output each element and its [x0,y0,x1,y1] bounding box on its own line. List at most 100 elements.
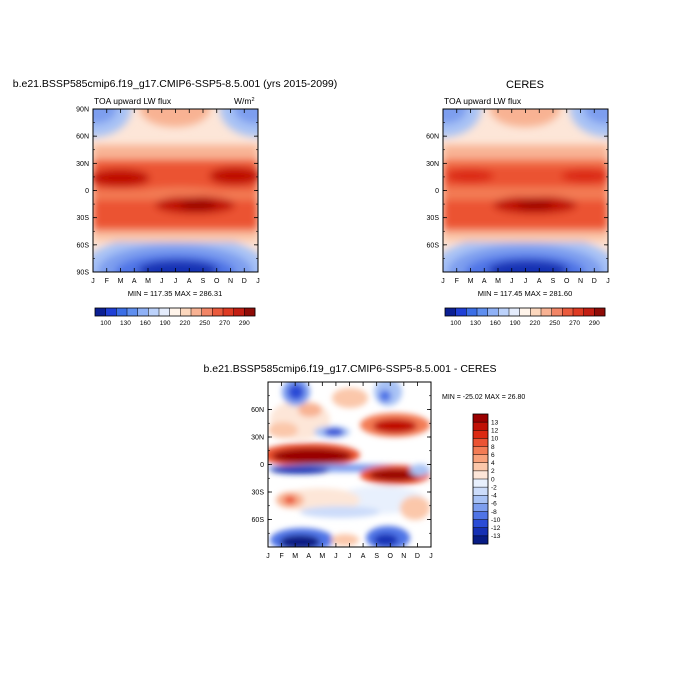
panel-diff-colorbar-box [473,438,488,447]
panel-model-colorbar-box [105,308,117,316]
panel-model-y-tick-label: 90S [77,270,90,277]
panel-model: b.e21.BSSP585cmip6.f19_g17.CMIP6-SSP5-8.… [13,78,338,327]
panel-ceres-colorbar-label: 190 [510,320,521,327]
panel-model-colorbar-box [233,308,245,316]
panel-model-x-tick-label: J [160,278,164,285]
panel-ceres-colorbar-box [519,308,531,316]
panel-diff-y-tick-label: 60S [252,517,265,524]
panel-ceres-colorbar-label: 100 [450,320,461,327]
panel-model-colorbar-label: 190 [160,320,171,327]
panel-model-colorbar-label: 290 [239,320,250,327]
panel-diff: b.e21.BSSP585cmip6.f19_g17.CMIP6-SSP5-8.… [204,363,526,560]
panel-diff-x-tick-label: J [334,553,338,560]
panel-ceres-title: CERES [506,79,544,91]
panel-ceres-x-tick-label: J [510,278,514,285]
panel-diff-colorbar-label: 10 [491,436,499,443]
panel-diff-y-tick-label: 0 [260,462,264,469]
panel-diff-colorbar-label: -13 [491,533,501,540]
panel-model-y-tick-label: 60N [76,134,89,141]
panel-ceres-colorbar-label: 220 [529,320,540,327]
panel-model-y-tick-label: 30S [77,215,90,222]
panel-diff-colorbar-label: -12 [491,525,501,532]
panel-diff-title: b.e21.BSSP585cmip6.f19_g17.CMIP6-SSP5-8.… [204,363,497,375]
panel-ceres-colorbar-box [594,308,606,316]
panel-ceres-y-tick-label: 30S [427,215,440,222]
panel-model-colorbar-box [201,308,213,316]
panel-ceres-y-tick-label: 60S [427,242,440,249]
panel-model-y-tick-label: 60S [77,242,90,249]
panel-diff-x-tick-label: N [401,553,406,560]
panel-diff-colorbar-box [473,535,488,545]
panel-diff-colorbar-box [473,503,488,512]
panel-model-variable: TOA upward LW flux [94,96,172,106]
panel-model-colorbar-label: 160 [140,320,151,327]
panel-ceres-y-tick-label: 0 [435,188,439,195]
panel-ceres-x-tick-label: D [592,278,597,285]
panel-model-x-tick-label: J [256,278,260,285]
panel-diff-colorbar-box [473,454,488,464]
panel-diff-colorbar-box [473,511,488,520]
panel-model-x-tick-label: A [132,278,137,285]
panel-model-colorbar: 100 130 160 190 220 250 270 290 [94,307,256,327]
panel-model-colorbar-box [169,308,181,316]
panel-diff-colorbar-label: -6 [491,501,497,508]
panel-ceres-colorbar-box [487,308,499,316]
panel-ceres: CERES TOA upward LW flux [426,79,610,327]
panel-ceres-colorbar-box [530,308,542,316]
panel-model-colorbar-frame [94,307,256,317]
panel-model-colorbar-label: 100 [100,320,111,327]
panel-model-x-tick-label: F [105,278,109,285]
panel-diff-x-tick-label: M [319,553,325,560]
panel-ceres-colorbar-box [445,308,456,316]
panel-model-colorbar-box [148,308,160,316]
panel-ceres-colorbar-box [509,308,520,316]
panel-model-y-tick-label: 30N [76,161,89,168]
panel-diff-colorbar-box [473,479,488,488]
panel-diff-colorbar-label: -10 [491,517,501,524]
panel-model-colorbar-label: 220 [179,320,190,327]
panel-diff-colorbar-box [473,527,488,537]
panel-ceres-colorbar-box [466,308,478,316]
panel-model-x-tick-label: S [201,278,206,285]
panel-model-colorbar-label: 130 [120,320,131,327]
panel-model-colorbar-box [137,308,149,316]
panel-model-colorbar-box [95,308,106,316]
panel-ceres-colorbar-box [541,308,552,316]
panel-ceres-colorbar-label: 160 [490,320,501,327]
panel-ceres-colorbar-label: 130 [470,320,481,327]
panel-ceres-colorbar-box [455,308,467,316]
panel-ceres-y-tick-label: 60N [426,134,439,141]
panel-ceres-field [443,109,608,272]
panel-diff-colorbar-box [473,422,488,431]
panel-model-x-tick-label: J [91,278,95,285]
panel-ceres-x-tick-label: N [578,278,583,285]
panel-diff-stats: MIN = -25.02 MAX = 26.80 [442,394,525,401]
panel-diff-x-tick-label: J [348,553,352,560]
panel-model-colorbar-box [127,308,138,316]
panel-diff-colorbar-label: -8 [491,509,497,516]
panel-ceres-colorbar-box [498,308,510,316]
panel-diff-colorbar-box [473,495,488,504]
panel-model-x-tick-label: A [187,278,192,285]
panel-ceres-x-tick-label: S [551,278,556,285]
panel-diff-x-tick-label: J [429,553,433,560]
panel-ceres-x-tick-label: M [495,278,501,285]
panel-model-x-tick-label: D [242,278,247,285]
panel-ceres-colorbar: 100 130 160 190 220 250 270 290 [444,307,606,327]
panel-model-x-tick-label: M [145,278,151,285]
panel-model-y-tick-label: 90N [76,107,89,114]
panel-model-colorbar-label: 270 [219,320,230,327]
panel-diff-x-tick-label: M [292,553,298,560]
panel-model-x-tick-label: J [174,278,178,285]
panel-model-x-tick-label: N [228,278,233,285]
panel-diff-colorbar-box [473,519,488,529]
panel-ceres-variable: TOA upward LW flux [444,96,522,106]
panel-model-field [93,109,258,272]
panel-ceres-x-tick-label: F [455,278,459,285]
panel-ceres-colorbar-box [573,308,584,316]
panel-model-colorbar-box [191,308,202,316]
panel-diff-x-tick-label: S [374,553,379,560]
panel-model-colorbar-box [180,308,192,316]
panel-ceres-x-tick-label: A [537,278,542,285]
